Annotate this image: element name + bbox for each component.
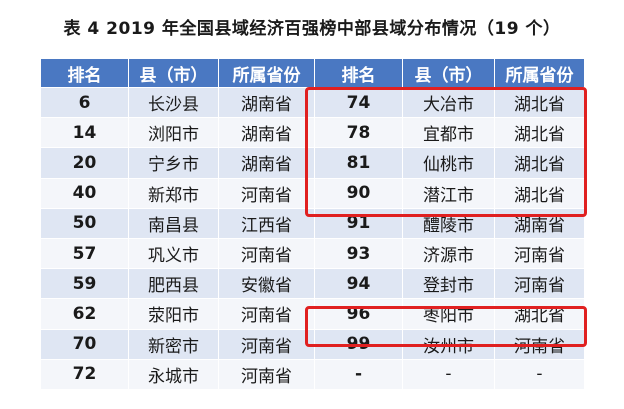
province-cell: 湖南省 bbox=[218, 147, 315, 179]
county-cell: 宜都市 bbox=[402, 117, 495, 149]
rank-cell: 99 bbox=[314, 328, 403, 360]
province-cell: 湖北省 bbox=[494, 86, 585, 119]
header-rank: 排名 bbox=[40, 58, 129, 88]
rank-cell: 90 bbox=[314, 177, 403, 209]
province-cell: 湖北省 bbox=[494, 298, 585, 330]
ranking-table: 排名 县（市） 所属省份 排名 县（市） 所属省份 6 长沙县 湖南省 74 大冶市 湖北… bbox=[40, 58, 585, 390]
county-cell: 大冶市 bbox=[402, 86, 495, 119]
rank-cell: 93 bbox=[314, 237, 403, 270]
county-cell: 汝州市 bbox=[402, 328, 495, 360]
county-cell: 肥西县 bbox=[128, 268, 219, 300]
rank-cell: 74 bbox=[314, 86, 403, 119]
header-county: 县（市） bbox=[402, 58, 495, 88]
county-cell: 永城市 bbox=[128, 358, 219, 390]
rank-cell: 96 bbox=[314, 298, 403, 330]
header-province: 所属省份 bbox=[218, 58, 315, 88]
county-cell: 新密市 bbox=[128, 328, 219, 360]
county-cell: 枣阳市 bbox=[402, 298, 495, 330]
county-cell: 宁乡市 bbox=[128, 147, 219, 179]
header-county: 县（市） bbox=[128, 58, 219, 88]
rank-cell: 62 bbox=[40, 298, 129, 330]
rank-cell: 40 bbox=[40, 177, 129, 209]
province-cell: 湖南省 bbox=[218, 86, 315, 119]
rank-cell: 78 bbox=[314, 117, 403, 149]
province-cell: 河南省 bbox=[218, 298, 315, 330]
rank-cell: - bbox=[314, 358, 403, 390]
province-cell: 湖南省 bbox=[218, 117, 315, 149]
county-cell: 新郑市 bbox=[128, 177, 219, 209]
province-cell: 湖南省 bbox=[494, 207, 585, 239]
table-row: 20 宁乡市 湖南省 81 仙桃市 湖北省 bbox=[40, 147, 585, 179]
rank-cell: 20 bbox=[40, 147, 129, 179]
province-cell: 湖北省 bbox=[494, 177, 585, 209]
rank-cell: 6 bbox=[40, 86, 129, 119]
rank-cell: 94 bbox=[314, 268, 403, 300]
header-province: 所属省份 bbox=[494, 58, 585, 88]
province-cell: 河南省 bbox=[218, 237, 315, 270]
province-cell: 湖北省 bbox=[494, 117, 585, 149]
table-row: 57 巩义市 河南省 93 济源市 河南省 bbox=[40, 237, 585, 270]
rank-cell: 70 bbox=[40, 328, 129, 360]
county-cell: 济源市 bbox=[402, 237, 495, 270]
rank-cell: 50 bbox=[40, 207, 129, 239]
table-header-row: 排名 县（市） 所属省份 排名 县（市） 所属省份 bbox=[40, 58, 585, 88]
county-cell: 醴陵市 bbox=[402, 207, 495, 239]
province-cell: 河南省 bbox=[218, 358, 315, 390]
header-rank: 排名 bbox=[314, 58, 403, 88]
rank-cell: 57 bbox=[40, 237, 129, 270]
county-cell: - bbox=[402, 358, 495, 390]
rank-cell: 72 bbox=[40, 358, 129, 390]
table-row: 70 新密市 河南省 99 汝州市 河南省 bbox=[40, 328, 585, 360]
rank-cell: 14 bbox=[40, 117, 129, 149]
province-cell: 河南省 bbox=[494, 328, 585, 360]
province-cell: 江西省 bbox=[218, 207, 315, 239]
table-row: 62 荥阳市 河南省 96 枣阳市 湖北省 bbox=[40, 298, 585, 330]
county-cell: 南昌县 bbox=[128, 207, 219, 239]
county-cell: 荥阳市 bbox=[128, 298, 219, 330]
table-row: 72 永城市 河南省 - - - bbox=[40, 358, 585, 390]
table-row: 50 南昌县 江西省 91 醴陵市 湖南省 bbox=[40, 207, 585, 239]
province-cell: 河南省 bbox=[218, 328, 315, 360]
rank-cell: 59 bbox=[40, 268, 129, 300]
province-cell: 河南省 bbox=[494, 268, 585, 300]
rank-cell: 81 bbox=[314, 147, 403, 179]
county-cell: 登封市 bbox=[402, 268, 495, 300]
table-row: 14 浏阳市 湖南省 78 宜都市 湖北省 bbox=[40, 117, 585, 149]
table-title: 表 4 2019 年全国县域经济百强榜中部县域分布情况（19 个） bbox=[63, 19, 561, 39]
province-cell: 河南省 bbox=[218, 177, 315, 209]
county-cell: 长沙县 bbox=[128, 86, 219, 119]
table-row: 40 新郑市 河南省 90 潜江市 湖北省 bbox=[40, 177, 585, 209]
table-row: 59 肥西县 安徽省 94 登封市 河南省 bbox=[40, 268, 585, 300]
county-cell: 巩义市 bbox=[128, 237, 219, 270]
county-cell: 仙桃市 bbox=[402, 147, 495, 179]
province-cell: 湖北省 bbox=[494, 147, 585, 179]
province-cell: 河南省 bbox=[494, 237, 585, 270]
rank-cell: 91 bbox=[314, 207, 403, 239]
province-cell: 安徽省 bbox=[218, 268, 315, 300]
county-cell: 浏阳市 bbox=[128, 117, 219, 149]
table-row: 6 长沙县 湖南省 74 大冶市 湖北省 bbox=[40, 86, 585, 119]
county-cell: 潜江市 bbox=[402, 177, 495, 209]
province-cell: - bbox=[494, 358, 585, 390]
